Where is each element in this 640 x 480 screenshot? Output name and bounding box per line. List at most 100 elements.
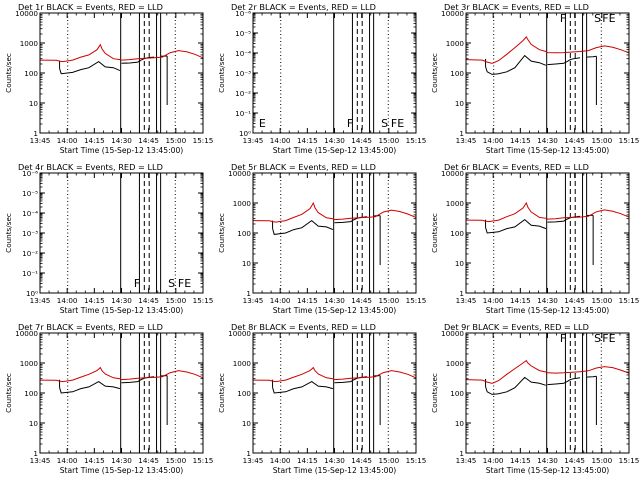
series-line-lld	[39, 366, 204, 383]
x-tick-label: 14:15	[297, 296, 318, 305]
y-axis-label: Counts/sec	[4, 213, 13, 253]
y-axis-label: Counts/sec	[430, 373, 439, 413]
x-tick-label: 14:30	[537, 296, 558, 305]
x-tick-label: 15:00	[591, 296, 612, 305]
series-line-lld	[465, 359, 630, 384]
x-tick-label: 14:30	[111, 296, 132, 305]
x-tick-label: 14:30	[324, 456, 345, 465]
series-line-events	[59, 381, 121, 394]
series-line-events	[586, 55, 597, 58]
x-tick-label: 14:00	[270, 456, 291, 465]
x-tick-label: 14:15	[84, 136, 105, 145]
x-tick-label: 15:15	[193, 296, 213, 305]
series-line-events	[121, 56, 155, 64]
y-tick-label: 100	[450, 69, 464, 78]
y-tick-label: 10⁻¹	[235, 109, 251, 118]
detector-panel-5: Det 5r BLACK = Events, RED = LLD 1 10 100 10…	[213, 160, 426, 320]
x-tick-label: 15:15	[406, 136, 426, 145]
y-tick-label: 10	[29, 419, 39, 428]
y-tick-label: 10000	[441, 329, 464, 338]
y-tick-label: 10⁻⁶	[235, 9, 251, 18]
y-axis-label: Counts/sec	[217, 373, 226, 413]
x-tick-label: 14:45	[351, 296, 372, 305]
y-tick-label: 10⁻⁴	[22, 209, 38, 218]
x-tick-label: 14:30	[111, 136, 132, 145]
x-tick-label: 14:00	[483, 456, 504, 465]
y-tick-label: 10⁻⁵	[22, 189, 38, 198]
y-tick-label: 10⁻⁵	[235, 29, 251, 38]
detector-chart-svg: Det 5r BLACK = Events, RED = LLD 1 10 100 10…	[217, 162, 426, 315]
y-tick-label: 10⁻²	[235, 89, 251, 98]
phase-label: FE	[178, 277, 191, 290]
chart-title: Det 1r BLACK = Events, RED = LLD	[18, 2, 163, 12]
x-tick-label: 13:45	[30, 296, 51, 305]
x-tick-label: 14:45	[138, 456, 159, 465]
phase-label: FE	[602, 12, 615, 25]
x-tick-label: 14:00	[57, 296, 78, 305]
x-tick-label: 14:30	[324, 296, 345, 305]
x-tick-label: 14:45	[351, 456, 372, 465]
x-tick-label: 14:45	[564, 456, 585, 465]
phase-label: FE	[391, 117, 404, 130]
series-line-lld	[252, 366, 417, 383]
series-line-events	[547, 377, 581, 386]
y-tick-label: 1	[459, 129, 464, 138]
y-tick-label: 10000	[228, 329, 251, 338]
y-tick-label: 100	[450, 229, 464, 238]
x-axis-label: Start Time (15-Sep-12 13:45:00)	[60, 146, 184, 155]
x-tick-label: 13:45	[243, 136, 264, 145]
x-tick-label: 14:15	[84, 456, 105, 465]
chart-title: Det 5r BLACK = Events, RED = LLD	[231, 162, 376, 172]
phase-label: S	[594, 332, 601, 345]
detector-panel-6: Det 6r BLACK = Events, RED = LLD 1 10 100 10…	[426, 160, 639, 320]
x-tick-label: 13:45	[30, 136, 51, 145]
y-tick-label: 10⁻¹	[22, 269, 38, 278]
x-tick-label: 14:00	[57, 456, 78, 465]
y-tick-label: 10	[455, 99, 465, 108]
phase-label: F	[560, 12, 566, 25]
x-tick-label: 14:45	[564, 136, 585, 145]
y-axis-label: Counts/sec	[4, 373, 13, 413]
phase-label: S	[594, 12, 601, 25]
y-tick-label: 10000	[441, 169, 464, 178]
x-tick-label: 15:00	[378, 296, 399, 305]
plot-frame	[39, 172, 204, 294]
x-tick-label: 14:15	[510, 136, 531, 145]
detector-panel-3: Det 3r BLACK = Events, RED = LLD F S FE 1 10 1…	[426, 0, 639, 160]
phase-label: E	[259, 117, 266, 130]
x-tick-label: 14:30	[324, 136, 345, 145]
x-axis-label: Start Time (15-Sep-12 13:45:00)	[60, 306, 184, 315]
x-tick-label: 15:15	[406, 296, 426, 305]
x-tick-label: 15:15	[619, 456, 639, 465]
detector-chart-svg: Det 6r BLACK = Events, RED = LLD 1 10 100 10…	[430, 162, 639, 315]
phase-label: S	[381, 117, 388, 130]
y-tick-label: 10⁻⁶	[22, 169, 38, 178]
y-tick-label: 10000	[441, 9, 464, 18]
phase-label: FE	[602, 332, 615, 345]
y-tick-label: 10⁻⁴	[235, 49, 251, 58]
series-line-lld	[39, 43, 204, 63]
x-tick-label: 13:45	[456, 456, 477, 465]
series-line-lld	[465, 201, 630, 223]
y-tick-label: 10000	[15, 329, 38, 338]
phase-label: S	[168, 277, 175, 290]
y-tick-label: 10	[455, 259, 465, 268]
x-axis-label: Start Time (15-Sep-12 13:45:00)	[273, 466, 397, 475]
detector-panel-7: Det 7r BLACK = Events, RED = LLD 1 10 100 10…	[0, 320, 213, 480]
x-tick-label: 14:30	[537, 136, 558, 145]
x-tick-label: 14:15	[510, 296, 531, 305]
y-tick-label: 1	[459, 449, 464, 458]
detector-panel-2: Det 2r BLACK = Events, RED = LLD E F S FE 10⁰…	[213, 0, 426, 160]
x-axis-label: Start Time (15-Sep-12 13:45:00)	[273, 306, 397, 315]
x-tick-label: 14:00	[57, 136, 78, 145]
detector-chart-svg: Det 1r BLACK = Events, RED = LLD 1 10 100 10…	[4, 2, 213, 155]
y-tick-label: 1	[246, 289, 251, 298]
y-tick-label: 100	[450, 389, 464, 398]
x-tick-label: 14:15	[510, 456, 531, 465]
y-tick-label: 10	[29, 99, 39, 108]
detector-panel-4: Det 4r BLACK = Events, RED = LLD F S FE 10⁰ 1…	[0, 160, 213, 320]
x-tick-label: 13:45	[30, 456, 51, 465]
x-tick-label: 13:45	[243, 456, 264, 465]
detector-chart-svg: Det 8r BLACK = Events, RED = LLD 1 10 100 10…	[217, 322, 426, 475]
